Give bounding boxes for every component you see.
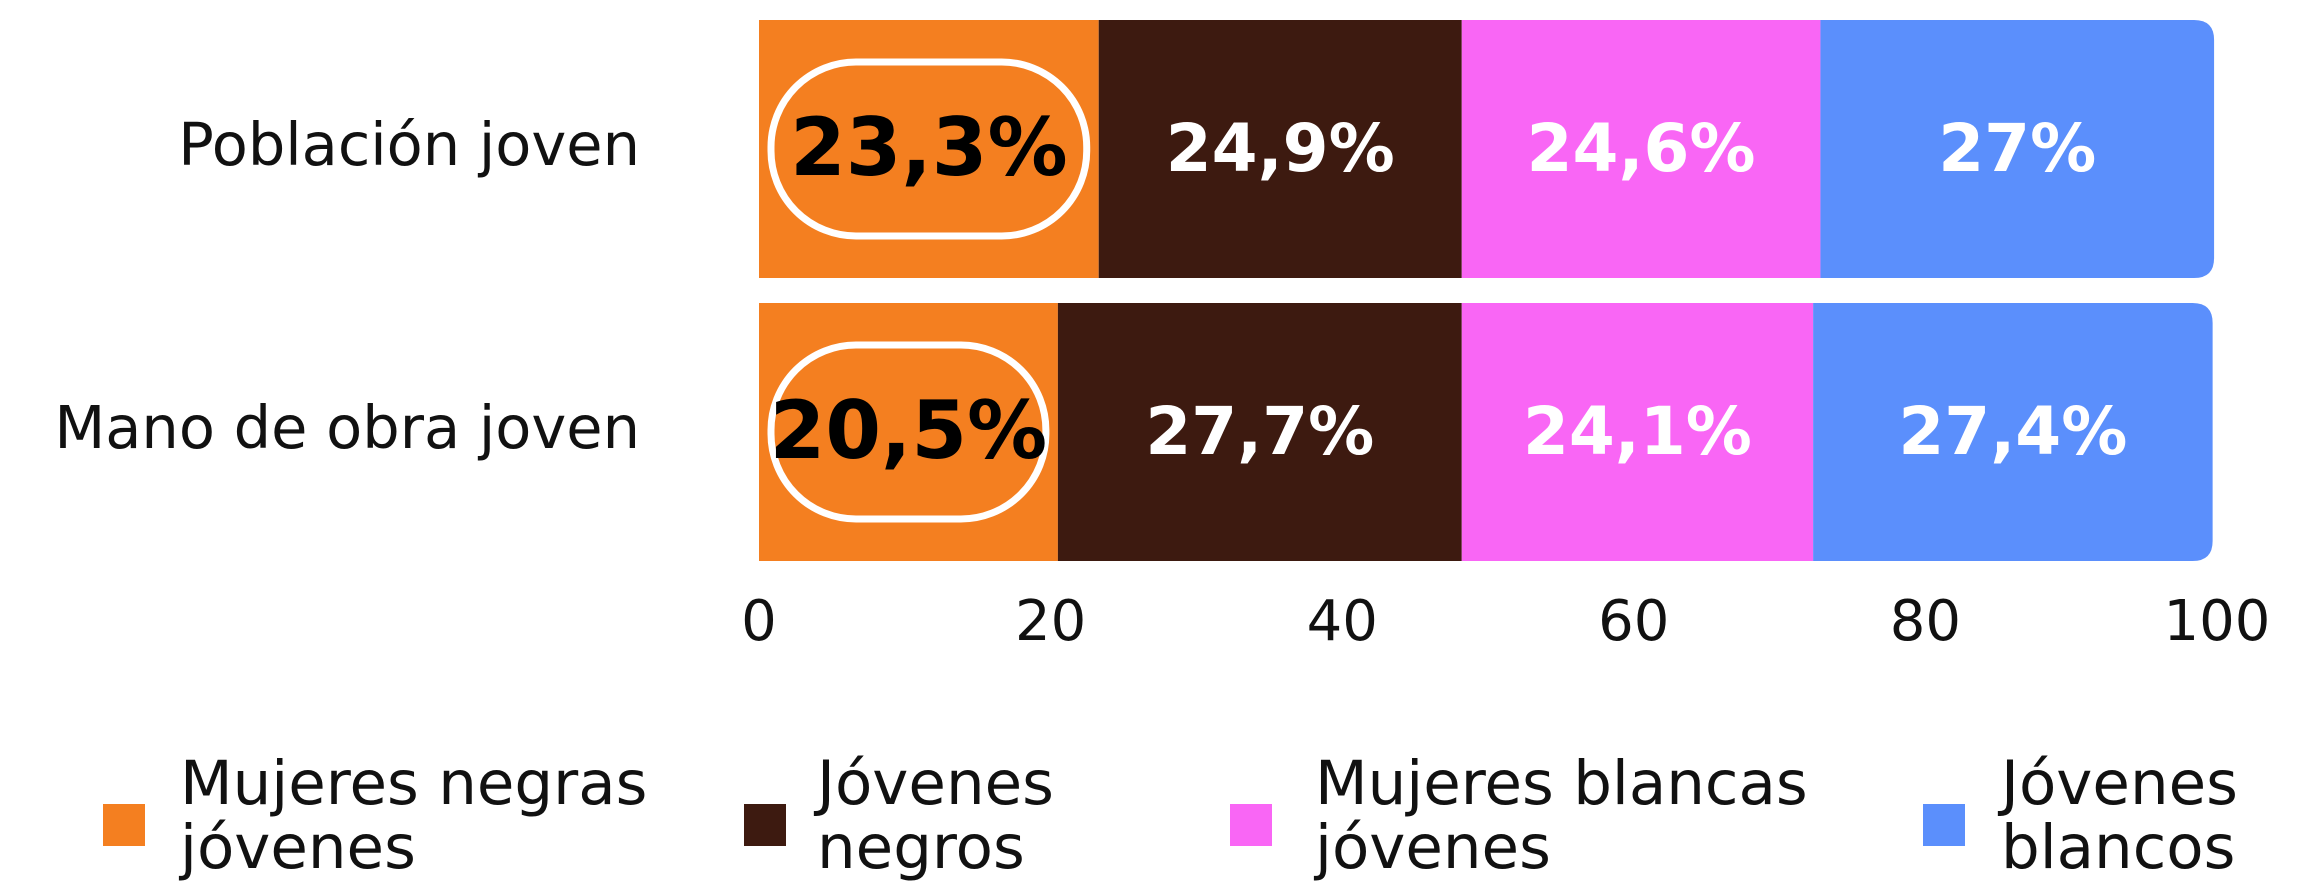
label-highlight (767, 341, 1050, 523)
legend-label: Jóvenes blancos (1997, 748, 2238, 883)
value-label: 27% (1938, 110, 2096, 187)
legend-label: Jóvenes negros (813, 748, 1054, 883)
category-label: Población joven (178, 110, 640, 179)
value-label: 24,6% (1527, 110, 1756, 187)
value-label: 27,7% (1145, 393, 1374, 470)
bar-segment (1820, 20, 2215, 278)
value-label: 24,1% (1523, 393, 1752, 470)
legend-swatch (744, 804, 786, 846)
legend-label: Mujeres negras jóvenes (178, 748, 647, 883)
value-label: 23,3% (790, 101, 1068, 194)
legend-swatch (103, 804, 145, 846)
legend-label: Mujeres blancas jóvenes (1313, 748, 1808, 883)
bar-segment (1461, 20, 1821, 278)
x-tick-label: 80 (1890, 589, 1961, 654)
bar-segment (1057, 303, 1462, 561)
legend-swatch (1923, 804, 1965, 846)
x-tick-label: 60 (1598, 589, 1669, 654)
x-tick-label: 0 (741, 589, 777, 654)
value-label: 24,9% (1166, 110, 1395, 187)
value-label: 20,5% (770, 384, 1048, 477)
bar-segment (1813, 303, 2213, 561)
bar-segment (1098, 20, 1462, 278)
category-label: Mano de obra joven (54, 393, 640, 462)
label-highlight (767, 58, 1091, 240)
bar-segment (1461, 303, 1814, 561)
value-label: 27,4% (1898, 393, 2127, 470)
legend-swatch (1230, 804, 1272, 846)
x-tick-label: 100 (2164, 589, 2271, 654)
x-tick-label: 40 (1307, 589, 1378, 654)
x-tick-label: 20 (1015, 589, 1086, 654)
